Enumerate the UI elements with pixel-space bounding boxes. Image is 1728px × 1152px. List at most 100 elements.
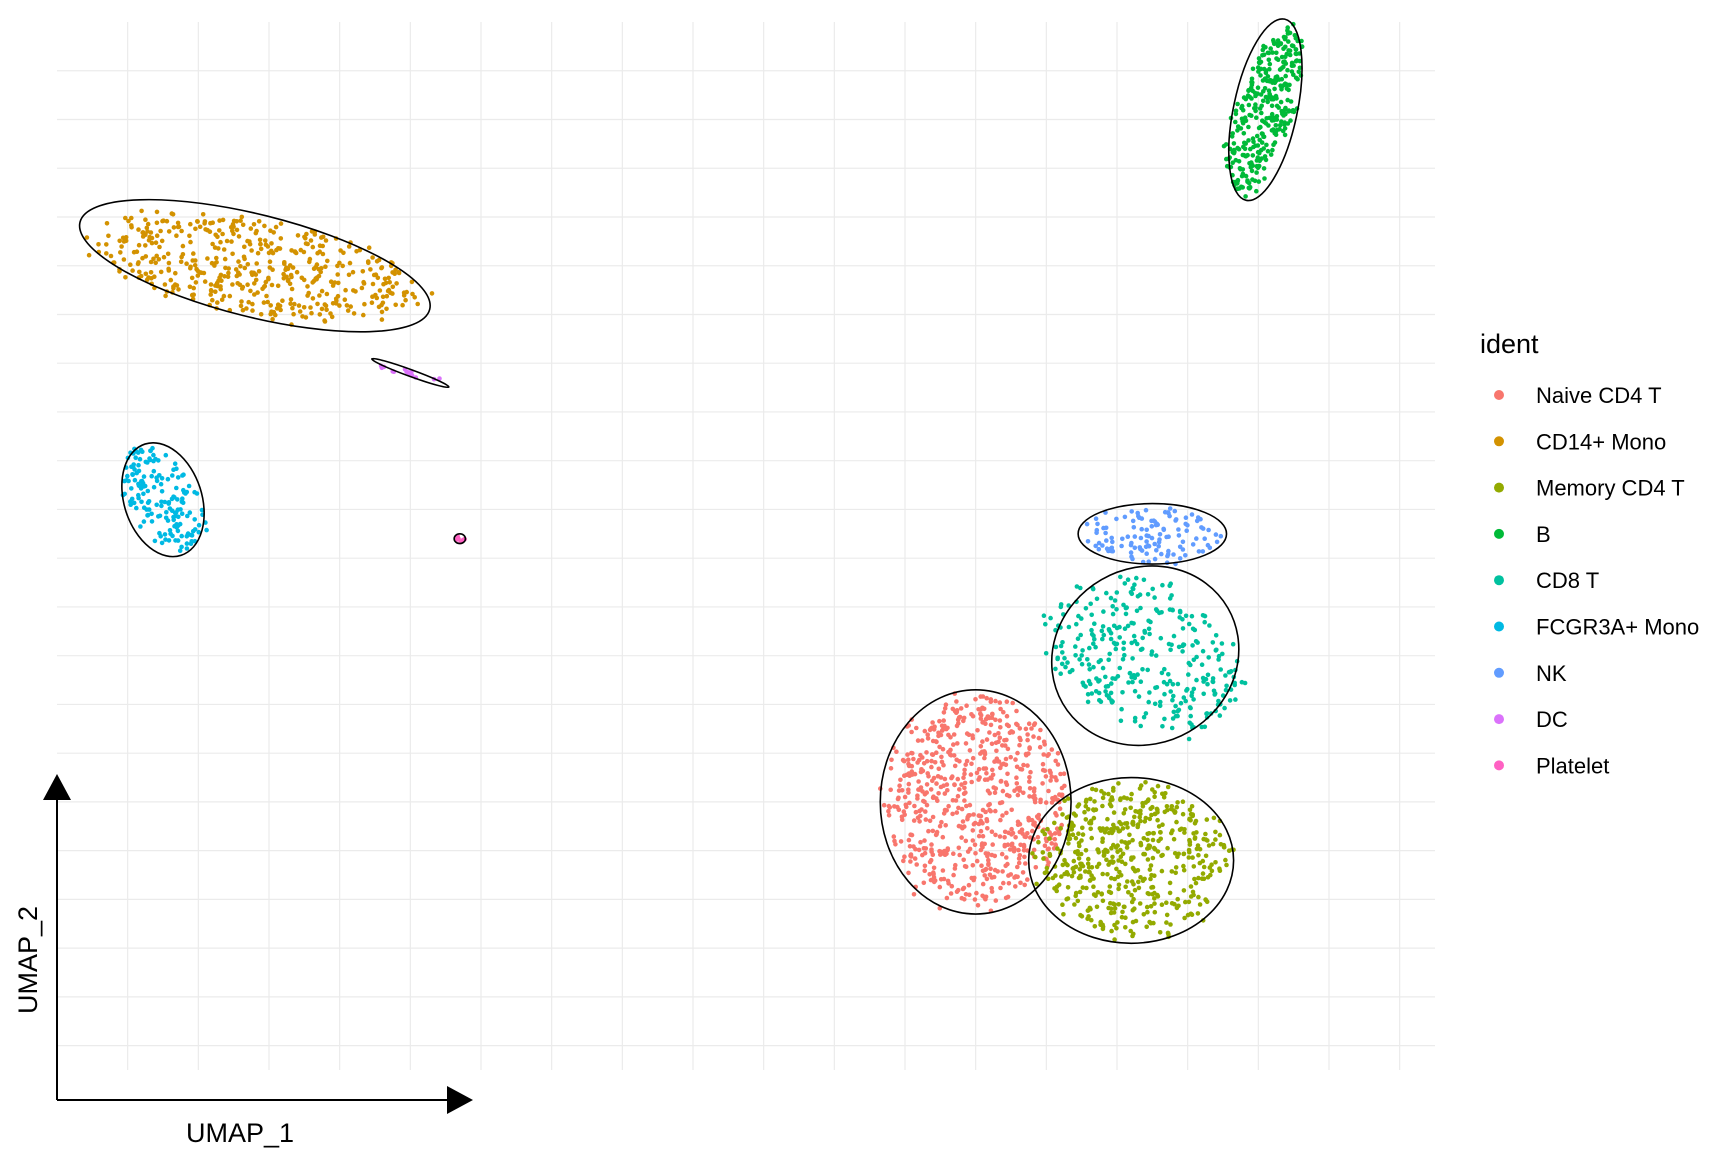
data-point [178,259,184,265]
data-point [951,742,956,747]
data-point [986,857,991,863]
data-point [132,477,138,483]
data-point [192,538,198,544]
data-point [135,450,141,455]
data-point [377,288,383,293]
data-point [1229,134,1235,139]
data-point [1114,866,1119,872]
data-point [915,738,921,743]
data-point [268,303,274,308]
data-point [328,311,333,316]
data-point [1155,892,1160,898]
data-point [1064,815,1070,820]
data-point [1077,867,1083,872]
data-point [909,729,914,735]
data-point [1100,624,1106,629]
data-point [1004,713,1010,719]
data-point [261,300,267,305]
data-point [1093,807,1099,812]
data-point [1065,896,1071,901]
data-point [1010,730,1016,735]
data-point [151,468,157,474]
data-point [245,282,250,288]
data-point [984,771,989,776]
data-point [1201,864,1207,870]
data-point [1259,131,1265,136]
data-point [1109,928,1114,934]
data-point [1074,621,1079,627]
data-point [1066,796,1071,801]
data-point [1266,50,1272,56]
data-point [143,243,148,248]
cluster-ellipse [1077,502,1228,565]
data-point [1077,889,1083,895]
data-point [1018,880,1023,886]
data-point [1223,142,1229,147]
data-point [1249,163,1254,169]
data-point [221,247,227,252]
data-point [293,250,299,256]
data-point [138,524,143,529]
data-point [957,852,962,858]
data-point [1164,900,1169,905]
data-point [235,281,240,286]
data-point [891,834,897,839]
data-point [345,308,351,313]
data-point [1131,931,1136,937]
data-point [248,226,254,231]
data-point [1032,793,1037,798]
data-point [361,279,366,285]
data-point [330,283,336,288]
data-point [1175,713,1180,719]
data-point [1256,56,1262,61]
data-point [1149,812,1154,818]
data-point [1103,684,1109,689]
data-point [1086,856,1091,862]
data-point [177,521,183,527]
data-point [1149,649,1155,654]
data-point [140,255,145,261]
data-point [137,456,143,462]
data-point [197,224,203,230]
data-point [1093,516,1099,521]
data-point [242,244,247,250]
data-point [151,452,156,458]
data-point [1260,78,1266,83]
data-point [936,766,942,772]
data-point [204,527,209,533]
data-point [1212,692,1217,697]
data-point [117,269,122,274]
data-point [400,302,405,308]
data-point [1073,864,1079,870]
data-point [1213,860,1218,865]
data-point [1085,861,1091,867]
data-point [1158,699,1163,705]
data-point [145,513,150,518]
data-point [1261,52,1267,58]
data-point [1130,819,1136,825]
data-point [274,247,279,253]
data-point [1224,862,1229,868]
data-point [390,284,396,290]
data-point [1025,732,1030,737]
data-point [122,478,127,484]
data-point [1183,613,1189,619]
data-point [396,270,402,276]
data-point [1202,619,1207,625]
data-point [1145,909,1150,915]
data-point [1107,884,1113,889]
data-point [128,502,133,508]
data-point [246,299,251,305]
data-point [922,728,928,734]
data-point [1161,526,1166,532]
data-point [1034,881,1039,887]
data-point [1152,909,1158,915]
data-point [1122,821,1128,826]
data-point [1247,112,1252,118]
data-point [1105,872,1110,877]
data-point [1098,658,1103,663]
data-point [86,252,92,258]
data-point [1079,661,1085,667]
data-point [1132,719,1138,724]
data-point [1266,57,1272,63]
